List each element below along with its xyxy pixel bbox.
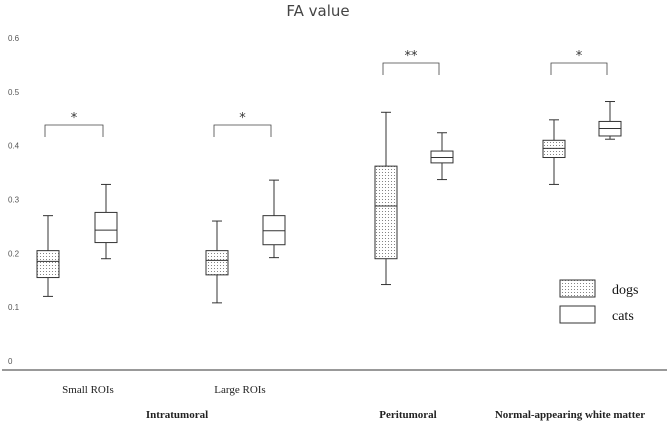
legend-swatch-cats [559,305,596,324]
significance-bracket: ** [382,49,440,75]
y-axis-ticks: 0 0.1 0.2 0.3 0.4 0.5 0.6 [8,34,20,366]
significance-marker: ** [405,49,419,64]
box-body [262,215,286,246]
box-group: ** [374,49,454,286]
box-cats [94,183,118,260]
significance-marker: * [71,111,78,126]
subgroup-label-large-rois: Large ROIs [214,384,265,396]
box-dogs [205,220,229,304]
box-body [430,150,454,164]
box-cats [430,132,454,181]
legend: dogs cats [559,279,638,324]
box-body [36,250,60,279]
box-groups: * *** * [36,49,622,304]
box-group: * [36,111,118,297]
category-label-peritumoral: Peritumoral [379,409,436,421]
box-group: * [205,111,286,304]
significance-bracket: * [44,111,104,137]
bracket-line [382,62,440,75]
y-tick-label: 0.6 [8,34,20,43]
significance-marker: * [239,111,246,126]
y-tick-label: 0.3 [8,196,20,205]
box-dogs [374,111,398,286]
box-body [542,139,566,159]
bracket-line [44,124,104,137]
subgroup-label-small-rois: Small ROIs [62,384,114,396]
y-tick-label: 0.2 [8,249,20,258]
legend-swatch-dogs [559,279,596,298]
box-dogs [36,215,60,297]
box-body [205,250,229,276]
chart-title: FA value [286,2,349,20]
significance-marker: * [576,49,583,64]
y-tick-label: 0.4 [8,142,20,151]
box-cats [598,101,622,140]
significance-bracket: * [550,49,608,75]
box-group: * [542,49,622,185]
category-label-normal-appearing-white-matter: Normal-appearing white matter [495,409,645,421]
box-body [94,211,118,244]
y-tick-label: 0.1 [8,303,20,312]
box-dogs [542,119,566,185]
box-body [374,165,398,260]
bracket-line [213,124,272,137]
legend-label-dogs: dogs [612,283,638,298]
y-tick-label: 0.5 [8,88,20,97]
y-tick-label: 0 [8,357,13,366]
category-label-intratumoral: Intratumoral [146,409,208,421]
legend-label-cats: cats [612,309,634,324]
significance-bracket: * [213,111,272,137]
bracket-line [550,62,608,75]
box-cats [262,179,286,259]
